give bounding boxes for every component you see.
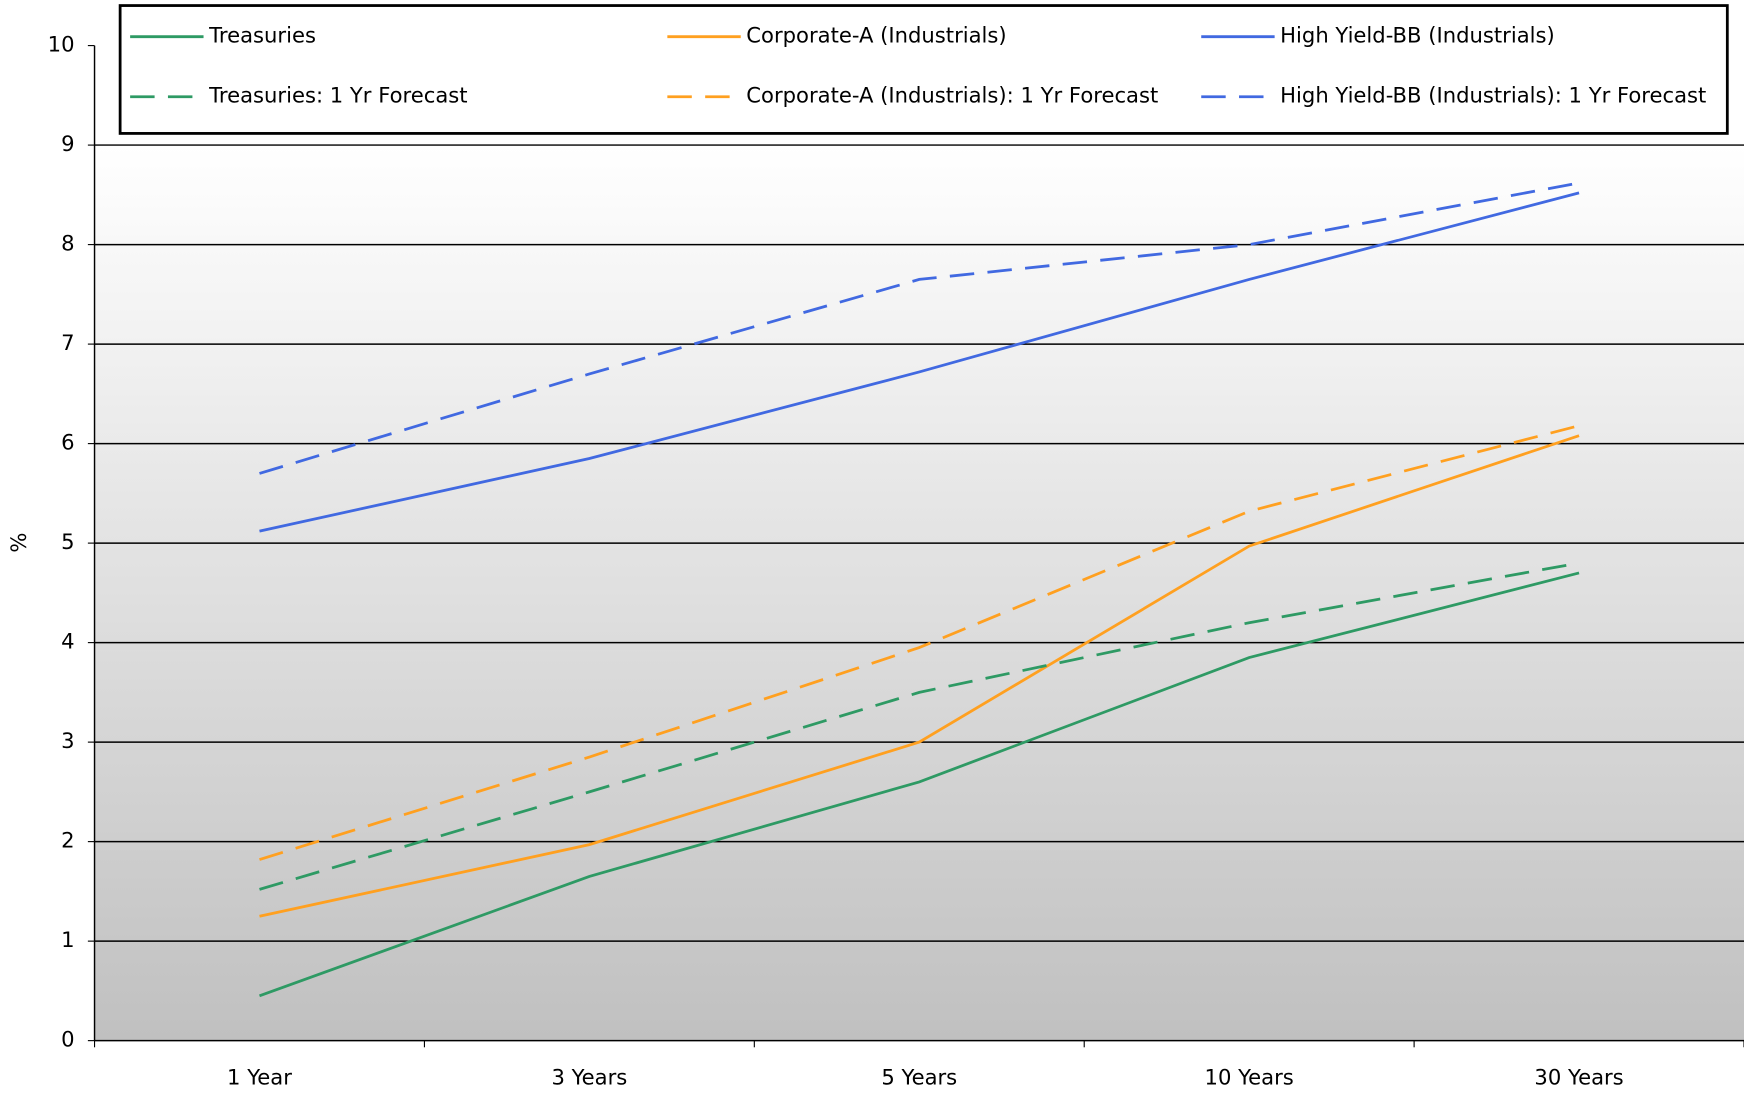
x-tick-label: 3 Years bbox=[551, 1064, 627, 1089]
legend-label: High Yield-BB (Industrials): 1 Yr Foreca… bbox=[1280, 83, 1706, 108]
y-tick-label: 3 bbox=[61, 728, 74, 753]
y-tick-label: 5 bbox=[61, 529, 74, 554]
series-line bbox=[259, 571, 1580, 998]
legend-label: Treasuries: 1 Yr Forecast bbox=[208, 83, 467, 108]
series-line bbox=[259, 434, 1580, 918]
y-tick-label: 2 bbox=[61, 828, 74, 853]
y-tick-label: 6 bbox=[61, 430, 74, 455]
series-line bbox=[259, 181, 1580, 475]
y-tick-label: 4 bbox=[61, 629, 74, 654]
y-tick-label: 7 bbox=[61, 330, 74, 355]
x-tick-label: 30 Years bbox=[1534, 1064, 1623, 1089]
y-tick-label: 9 bbox=[61, 131, 74, 156]
legend-label: Corporate-A (Industrials): 1 Yr Forecast bbox=[746, 83, 1158, 108]
y-axis-label: % bbox=[6, 533, 31, 553]
y-tick-label: 8 bbox=[61, 231, 74, 256]
x-tick-label: 1 Year bbox=[227, 1064, 292, 1089]
series-line bbox=[259, 424, 1580, 861]
series-line bbox=[259, 561, 1580, 891]
legend-label: High Yield-BB (Industrials) bbox=[1280, 23, 1555, 48]
legend-label: Treasuries bbox=[208, 23, 316, 48]
x-tick-label: 5 Years bbox=[881, 1064, 957, 1089]
y-tick-label: 0 bbox=[61, 1027, 74, 1052]
x-tick-label: 10 Years bbox=[1205, 1064, 1294, 1089]
y-tick-label: 10 bbox=[48, 32, 75, 57]
legend-label: Corporate-A (Industrials) bbox=[746, 23, 1006, 48]
y-tick-label: 1 bbox=[61, 927, 74, 952]
series-line bbox=[259, 191, 1580, 533]
legend-box bbox=[118, 4, 1729, 135]
